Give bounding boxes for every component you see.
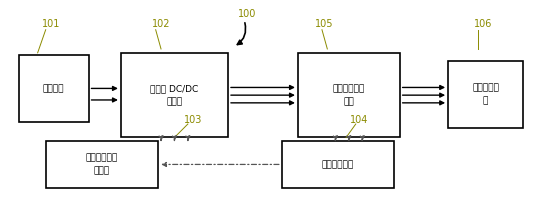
Text: 105: 105 <box>315 19 334 29</box>
Text: 102: 102 <box>152 19 170 29</box>
Text: 电压采样模块: 电压采样模块 <box>322 160 354 169</box>
Text: 106: 106 <box>474 19 492 29</box>
Text: 100: 100 <box>238 9 256 19</box>
Text: 三电平 DC/DC
主电路: 三电平 DC/DC 主电路 <box>150 84 198 106</box>
Text: 104: 104 <box>350 115 369 125</box>
Bar <box>448 61 523 128</box>
Text: 直流三电平控
制模块: 直流三电平控 制模块 <box>86 153 118 176</box>
Text: 输出负载模
块: 输出负载模 块 <box>472 83 499 105</box>
Text: 输入模块: 输入模块 <box>43 84 64 93</box>
Bar <box>298 53 400 137</box>
Text: 三相三电平逆
变器: 三相三电平逆 变器 <box>333 84 365 106</box>
Bar <box>46 141 158 188</box>
Bar <box>121 53 228 137</box>
Bar <box>282 141 395 188</box>
Text: 101: 101 <box>42 19 60 29</box>
Text: 103: 103 <box>184 115 202 125</box>
Bar <box>19 55 88 122</box>
